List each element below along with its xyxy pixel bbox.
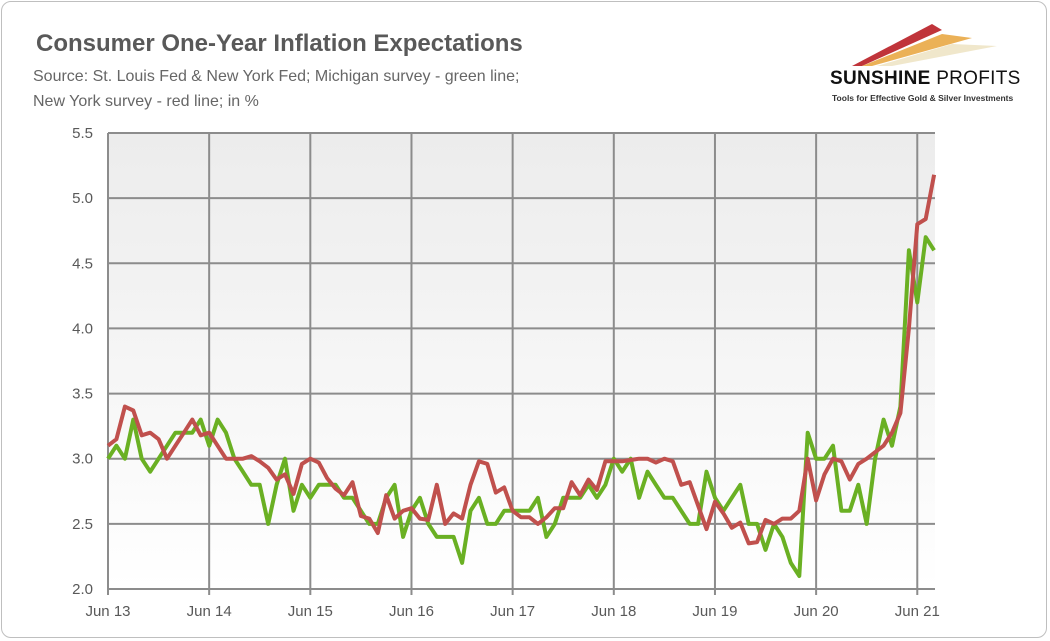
x-tick-label: Jun 16 xyxy=(389,603,434,620)
logo-brand: SUNSHINE PROFITS xyxy=(830,68,1021,89)
x-tick-label: Jun 14 xyxy=(187,603,232,620)
x-tick-label: Jun 17 xyxy=(490,603,535,620)
y-tick-label: 3.5 xyxy=(72,386,93,403)
x-tick-label: Jun 20 xyxy=(794,603,839,620)
sunshine-profits-logo: SUNSHINE PROFITS Tools for Effective Gol… xyxy=(822,18,1037,108)
subtitle-line-2: New York survey - red line; in % xyxy=(33,93,259,110)
x-tick-label: Jun 19 xyxy=(692,603,737,620)
y-tick-label: 5.0 xyxy=(72,190,93,207)
y-tick-label: 5.5 xyxy=(72,125,93,142)
michigan-series-line xyxy=(106,235,936,578)
y-tick-label: 4.0 xyxy=(72,320,93,337)
x-tick-label: Jun 21 xyxy=(895,603,940,620)
new-york-series-line xyxy=(106,174,937,546)
x-tick-label: Jun 18 xyxy=(591,603,636,620)
subtitle-line-1: Source: St. Louis Fed & New York Fed; Mi… xyxy=(33,68,520,85)
chart-subtitle: Source: St. Louis Fed & New York Fed; Mi… xyxy=(33,64,519,114)
logo-rays-icon xyxy=(852,24,997,66)
chart-title: Consumer One-Year Inflation Expectations xyxy=(36,30,523,57)
logo-tagline: Tools for Effective Gold & Silver Invest… xyxy=(832,93,1014,103)
plot-area xyxy=(108,133,935,589)
y-tick-label: 2.0 xyxy=(72,581,93,598)
x-tick-label: Jun 15 xyxy=(288,603,333,620)
y-tick-label: 2.5 xyxy=(72,516,93,533)
y-tick-label: 3.0 xyxy=(72,451,93,468)
y-tick-label: 4.5 xyxy=(72,255,93,272)
x-tick-label: Jun 13 xyxy=(85,603,130,620)
